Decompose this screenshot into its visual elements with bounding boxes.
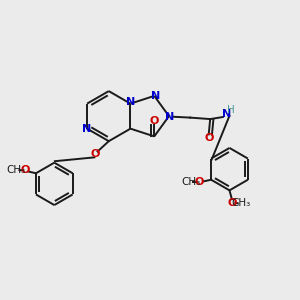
Text: CH₃: CH₃ <box>232 198 251 208</box>
Text: O: O <box>150 116 159 126</box>
Text: CH₃: CH₃ <box>6 165 26 175</box>
Text: O: O <box>228 198 237 208</box>
Text: H: H <box>226 105 234 115</box>
Text: N: N <box>126 97 136 107</box>
Text: O: O <box>20 165 29 175</box>
Text: N: N <box>165 112 174 122</box>
Text: N: N <box>151 91 160 101</box>
Text: O: O <box>91 148 100 158</box>
Text: N: N <box>82 124 92 134</box>
Text: O: O <box>204 133 213 143</box>
Text: CH₃: CH₃ <box>181 177 200 187</box>
Text: O: O <box>194 177 203 187</box>
Text: N: N <box>222 109 231 119</box>
